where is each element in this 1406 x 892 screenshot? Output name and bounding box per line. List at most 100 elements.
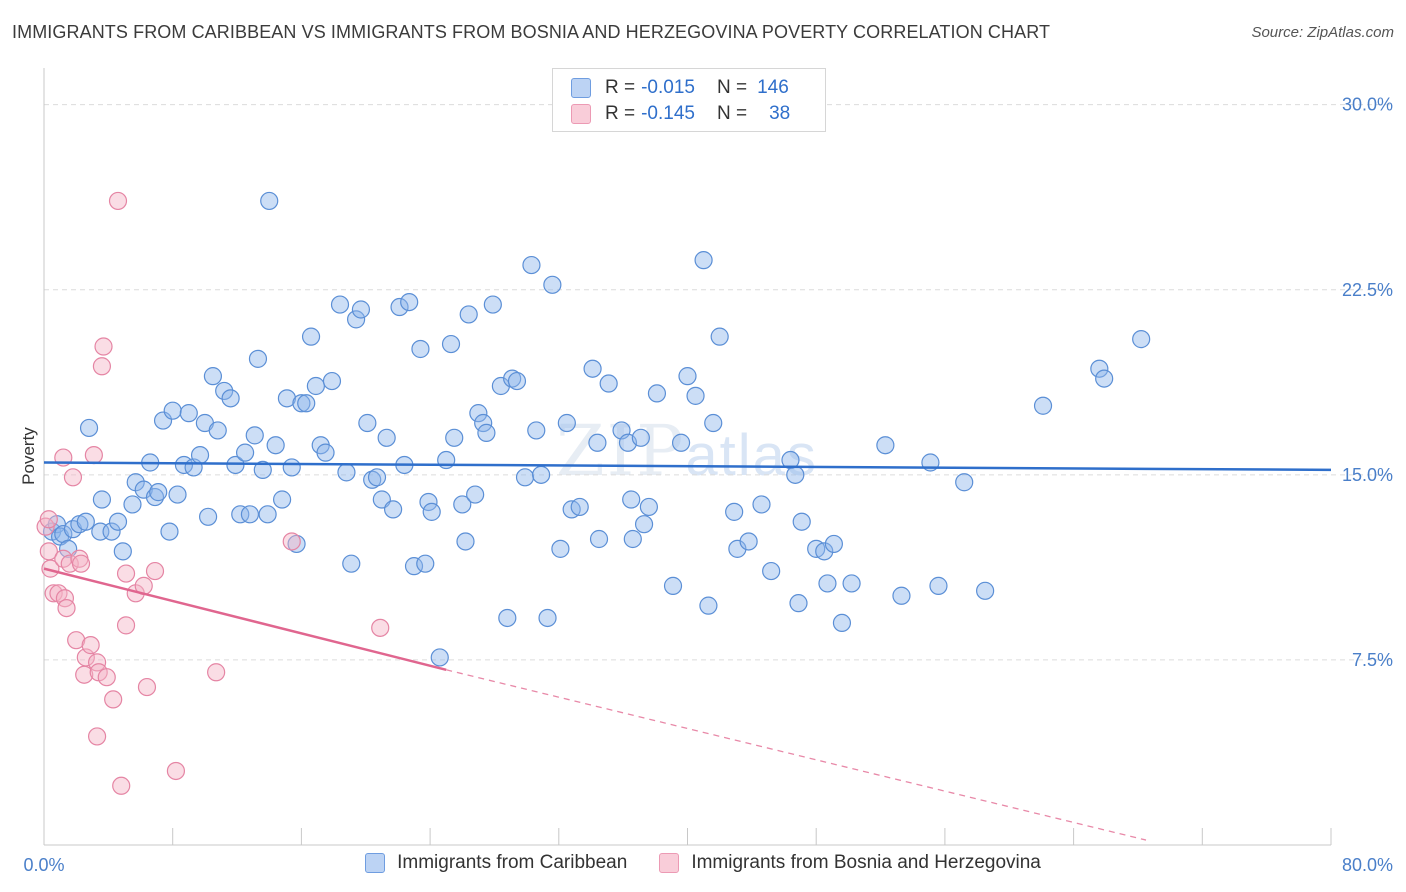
bosnia-point: [81, 636, 100, 655]
caribbean-point: [1132, 330, 1151, 349]
caribbean-point: [588, 433, 607, 452]
caribbean-point: [383, 500, 403, 519]
caribbean-point: [277, 389, 297, 408]
legend-row-bosnia: R = -0.145 N = 38: [571, 102, 790, 126]
caribbean-point: [474, 413, 493, 433]
legend-label: Immigrants from Bosnia and Herzegovina: [691, 852, 1041, 873]
legend-item-caribbean: Immigrants from Caribbean: [365, 852, 627, 874]
caribbean-point: [663, 576, 683, 595]
n-value: 38: [769, 103, 791, 124]
caribbean-point: [363, 470, 382, 489]
caribbean-point: [245, 426, 264, 445]
caribbean-point: [203, 367, 223, 386]
bosnia-swatch: [571, 104, 591, 124]
caribbean-point: [699, 596, 718, 615]
caribbean-point: [422, 502, 441, 521]
r-value: -0.015: [641, 77, 695, 98]
caribbean-point: [929, 576, 948, 595]
caribbean-point: [441, 334, 461, 354]
caribbean-point: [282, 458, 301, 477]
bosnia-point: [92, 357, 112, 376]
y-tick-label: 7.5%: [1352, 650, 1393, 670]
bosnia-point: [371, 618, 390, 637]
caribbean-point: [260, 191, 279, 211]
caribbean-point: [818, 574, 837, 593]
x-tick-label: 80.0%: [1342, 855, 1393, 875]
bosnia-point: [44, 584, 63, 603]
caribbean-point: [292, 394, 311, 413]
caribbean-point: [301, 327, 321, 346]
caribbean-point: [1095, 369, 1114, 388]
caribbean-point: [543, 275, 562, 294]
caribbean-point: [377, 428, 396, 447]
caribbean-point: [102, 522, 121, 541]
caribbean-point: [639, 497, 658, 517]
bosnia-point: [67, 631, 86, 650]
watermark: ZIPatlas: [556, 410, 818, 492]
caribbean-point: [215, 381, 234, 401]
caribbean-point: [955, 473, 974, 492]
n-label: N =: [716, 77, 748, 98]
caribbean-point: [686, 386, 705, 405]
caribbean-point: [179, 404, 198, 423]
caribbean-point: [226, 455, 245, 475]
caribbean-point: [694, 251, 713, 270]
n-value: 146: [757, 77, 789, 98]
caribbean-point: [113, 542, 132, 561]
caribbean-point: [634, 515, 654, 534]
caribbean-point: [79, 418, 99, 438]
y-axis-label: Poverty: [19, 427, 38, 485]
caribbean-point: [842, 574, 861, 593]
n-label: N =: [716, 103, 748, 124]
bosnia-point: [108, 191, 128, 211]
caribbean-point: [583, 359, 602, 378]
y-tick-label: 15.0%: [1342, 465, 1393, 485]
y-tick-label: 30.0%: [1342, 95, 1393, 115]
caribbean-point: [469, 404, 488, 423]
legend-item-bosnia: Immigrants from Bosnia and Herzegovina: [659, 852, 1041, 874]
caribbean-point: [145, 487, 165, 507]
bosnia-trend-line: [43, 567, 447, 672]
bosnia-point: [97, 668, 116, 687]
r-label: R =: [605, 103, 636, 124]
caribbean-point: [258, 505, 277, 524]
x-tick-label: 0.0%: [23, 855, 64, 875]
bosnia-swatch: [659, 853, 680, 873]
caribbean-point: [892, 586, 911, 605]
caribbean-point: [570, 497, 589, 517]
legend-row-caribbean: R = -0.015 N = 146: [571, 76, 789, 100]
caribbean-point: [322, 371, 342, 391]
caribbean-point: [623, 529, 642, 549]
caribbean-point: [76, 512, 95, 531]
caribbean-point: [786, 465, 805, 484]
caribbean-point: [824, 534, 843, 554]
bosnia-point: [207, 663, 226, 682]
bosnia-point: [112, 776, 131, 795]
caribbean-point: [253, 460, 272, 480]
caribbean-point: [1090, 359, 1109, 378]
caribbean-point: [599, 374, 618, 393]
caribbean-point: [527, 421, 546, 440]
bosnia-point: [84, 445, 103, 465]
caribbean-point: [208, 421, 227, 440]
caribbean-point: [466, 485, 485, 504]
bosnia-point: [282, 532, 301, 551]
caribbean-point: [346, 310, 366, 329]
caribbean-point: [710, 327, 729, 346]
caribbean-point: [522, 255, 541, 275]
series-legend: Immigrants from Caribbean Immigrants fro…: [0, 852, 1406, 874]
caribbean-point: [557, 413, 576, 433]
caribbean-point: [221, 389, 240, 408]
caribbean-point: [419, 492, 438, 512]
caribbean-point: [337, 463, 356, 482]
caribbean-trend-line: [43, 461, 1332, 472]
caribbean-swatch: [571, 78, 591, 98]
caribbean-point: [240, 505, 260, 524]
caribbean-point: [671, 433, 691, 452]
caribbean-point: [678, 367, 697, 386]
caribbean-point: [108, 512, 128, 531]
r-value: -0.145: [641, 103, 695, 124]
caribbean-point: [411, 339, 430, 359]
caribbean-point: [789, 594, 808, 613]
caribbean-point: [316, 443, 335, 462]
